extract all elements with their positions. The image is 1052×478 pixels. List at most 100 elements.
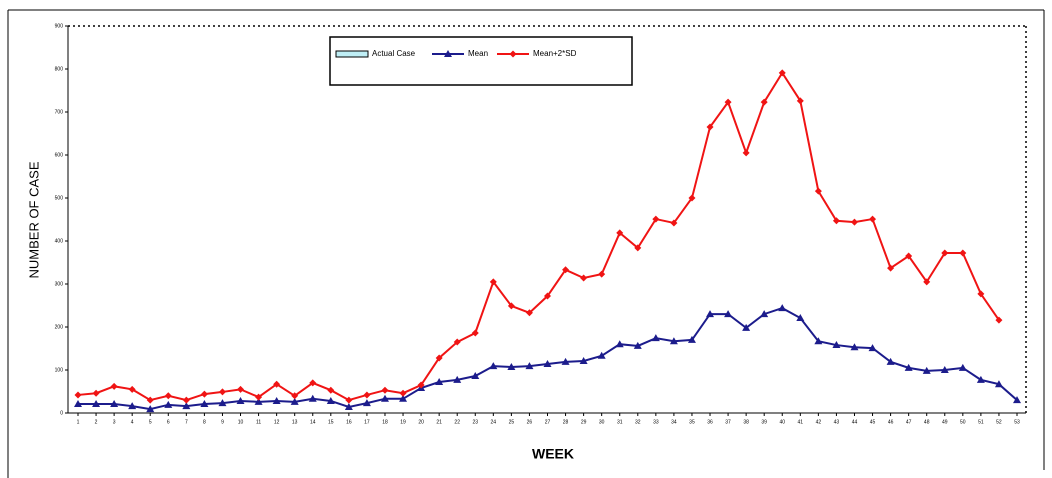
x-tick-label: 28: [563, 419, 569, 425]
triangle-marker: [471, 372, 480, 380]
x-tick-label: 5: [149, 419, 152, 425]
triangle-marker: [453, 375, 462, 383]
diamond-marker: [995, 316, 1003, 324]
triangle-marker: [92, 399, 101, 407]
triangle-marker: [254, 397, 263, 405]
triangle-marker: [380, 394, 389, 402]
diamond-marker: [742, 149, 750, 157]
diamond-marker: [525, 309, 533, 317]
diamond-marker: [146, 396, 154, 404]
x-tick-label: 19: [400, 419, 406, 425]
diamond-marker: [74, 391, 82, 399]
diamond-marker: [887, 264, 895, 272]
triangle-marker: [308, 394, 317, 402]
diamond-marker: [489, 278, 497, 286]
x-tick-label: 49: [942, 419, 948, 425]
x-tick-label: 52: [996, 419, 1002, 425]
diamond-marker: [255, 393, 263, 401]
diamond-marker: [182, 396, 190, 404]
diamond-marker: [110, 382, 118, 390]
diamond-marker: [796, 97, 804, 105]
triangle-marker: [344, 402, 353, 410]
diamond-marker: [977, 290, 985, 298]
diamond-marker: [273, 380, 281, 388]
triangle-marker: [110, 399, 119, 407]
series-line: [78, 306, 1018, 411]
y-tick-label: 100: [55, 367, 64, 373]
diamond-marker: [164, 392, 172, 400]
x-tick-label: 31: [617, 419, 623, 425]
diamond-marker: [832, 217, 840, 225]
diamond-marker: [509, 50, 517, 58]
x-tick-label: 48: [924, 419, 930, 425]
x-tick-label: 51: [978, 419, 984, 425]
diamond-marker: [218, 388, 226, 396]
x-tick-label: 44: [852, 419, 858, 425]
x-tick-label: 29: [581, 419, 587, 425]
x-tick-label: 23: [472, 419, 478, 425]
triangle-marker: [814, 337, 823, 345]
diamond-marker: [200, 390, 208, 398]
triangle-marker: [182, 402, 191, 410]
diamond-marker: [237, 385, 245, 393]
diamond-marker: [598, 270, 606, 278]
x-tick-label: 6: [167, 419, 170, 425]
triangle-marker: [290, 397, 299, 405]
x-tick-label: 47: [906, 419, 912, 425]
y-tick-label: 900: [55, 23, 64, 29]
x-tick-label: 21: [436, 419, 442, 425]
diamond-marker: [905, 252, 913, 260]
x-tick-label: 20: [418, 419, 424, 425]
triangle-marker: [994, 380, 1003, 388]
triangle-marker: [633, 341, 642, 349]
x-tick-label: 15: [328, 419, 334, 425]
triangle-marker: [579, 356, 588, 364]
triangle-marker: [597, 351, 606, 359]
x-tick-label: 53: [1014, 419, 1020, 425]
triangle-marker: [706, 310, 715, 318]
triangle-marker: [525, 362, 534, 370]
x-tick-label: 7: [185, 419, 188, 425]
triangle-marker: [543, 359, 552, 367]
x-tick-label: 17: [364, 419, 370, 425]
x-tick-label: 37: [725, 419, 731, 425]
diamond-marker: [562, 266, 570, 274]
triangle-marker: [164, 400, 173, 408]
triangle-marker: [507, 362, 516, 370]
diamond-marker: [706, 123, 714, 131]
triangle-marker: [489, 362, 498, 370]
series-line: [77, 70, 1000, 402]
triangle-marker: [724, 310, 733, 318]
x-tick-label: 34: [671, 419, 677, 425]
y-tick-label: 400: [55, 238, 64, 244]
triangle-marker: [236, 396, 245, 404]
x-tick-label: 18: [382, 419, 388, 425]
x-tick-label: 13: [292, 419, 298, 425]
x-tick-label: 8: [203, 419, 206, 425]
triangle-marker: [272, 396, 281, 404]
triangle-marker: [796, 313, 805, 321]
y-tick-label: 500: [55, 195, 64, 201]
triangle-marker: [218, 399, 227, 407]
x-tick-label: 41: [798, 419, 804, 425]
x-tick-label: 12: [274, 419, 280, 425]
diamond-marker: [363, 391, 371, 399]
x-tick-label: 25: [509, 419, 515, 425]
y-tick-label: 0: [60, 410, 63, 416]
diamond-marker: [814, 187, 822, 195]
x-tick-label: 10: [238, 419, 244, 425]
triangle-marker: [128, 402, 137, 410]
diamond-marker: [850, 218, 858, 226]
x-tick-label: 4: [131, 419, 134, 425]
x-tick-label: 32: [635, 419, 641, 425]
diamond-marker: [959, 249, 967, 257]
triangle-marker: [742, 323, 751, 331]
x-tick-label: 50: [960, 419, 966, 425]
y-axis-label: NUMBER OF CASE: [26, 161, 41, 278]
triangle-marker: [958, 363, 967, 371]
diamond-marker: [688, 194, 696, 202]
diamond-marker: [471, 329, 479, 337]
x-tick-label: 35: [689, 419, 695, 425]
x-tick-label: 9: [221, 419, 224, 425]
